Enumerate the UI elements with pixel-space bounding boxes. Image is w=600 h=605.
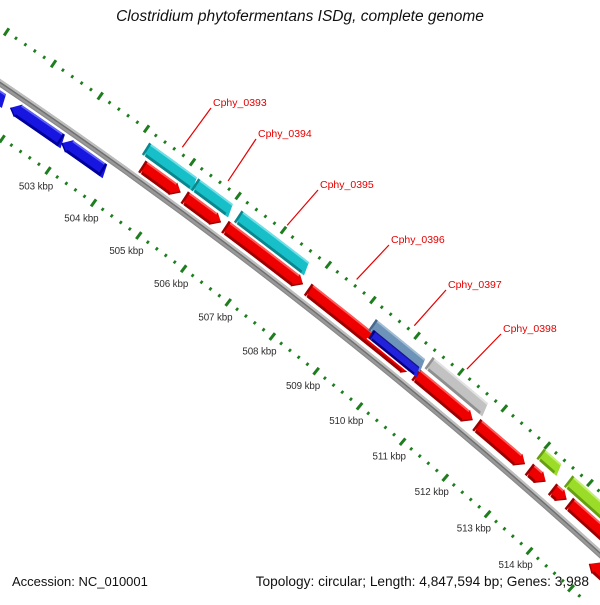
svg-text:503 kbp: 503 kbp <box>19 181 54 192</box>
svg-text:Cphy_0397: Cphy_0397 <box>448 279 502 291</box>
svg-text:Cphy_0398: Cphy_0398 <box>503 323 557 335</box>
svg-text:Cphy_0393: Cphy_0393 <box>213 97 267 109</box>
svg-text:510 kbp: 510 kbp <box>329 416 364 427</box>
svg-text:Topology: circular; Length: 4,: Topology: circular; Length: 4,847,594 bp… <box>256 574 590 589</box>
svg-text:514 kbp: 514 kbp <box>498 560 533 571</box>
svg-text:Accession: NC_010001: Accession: NC_010001 <box>12 574 148 589</box>
svg-text:509 kbp: 509 kbp <box>286 381 321 392</box>
svg-text:Cphy_0395: Cphy_0395 <box>320 179 374 191</box>
svg-text:504 kbp: 504 kbp <box>64 213 99 224</box>
svg-text:508 kbp: 508 kbp <box>242 347 277 358</box>
svg-text:Cphy_0394: Cphy_0394 <box>258 128 312 140</box>
svg-text:Clostridium phytofermentans IS: Clostridium phytofermentans ISDg, comple… <box>116 8 484 25</box>
svg-text:512 kbp: 512 kbp <box>415 487 450 498</box>
svg-text:506 kbp: 506 kbp <box>154 279 189 290</box>
svg-text:511 kbp: 511 kbp <box>372 451 406 462</box>
svg-text:507 kbp: 507 kbp <box>198 313 233 324</box>
svg-text:505 kbp: 505 kbp <box>109 246 144 257</box>
svg-text:513 kbp: 513 kbp <box>457 523 492 534</box>
svg-text:Cphy_0396: Cphy_0396 <box>391 234 445 246</box>
